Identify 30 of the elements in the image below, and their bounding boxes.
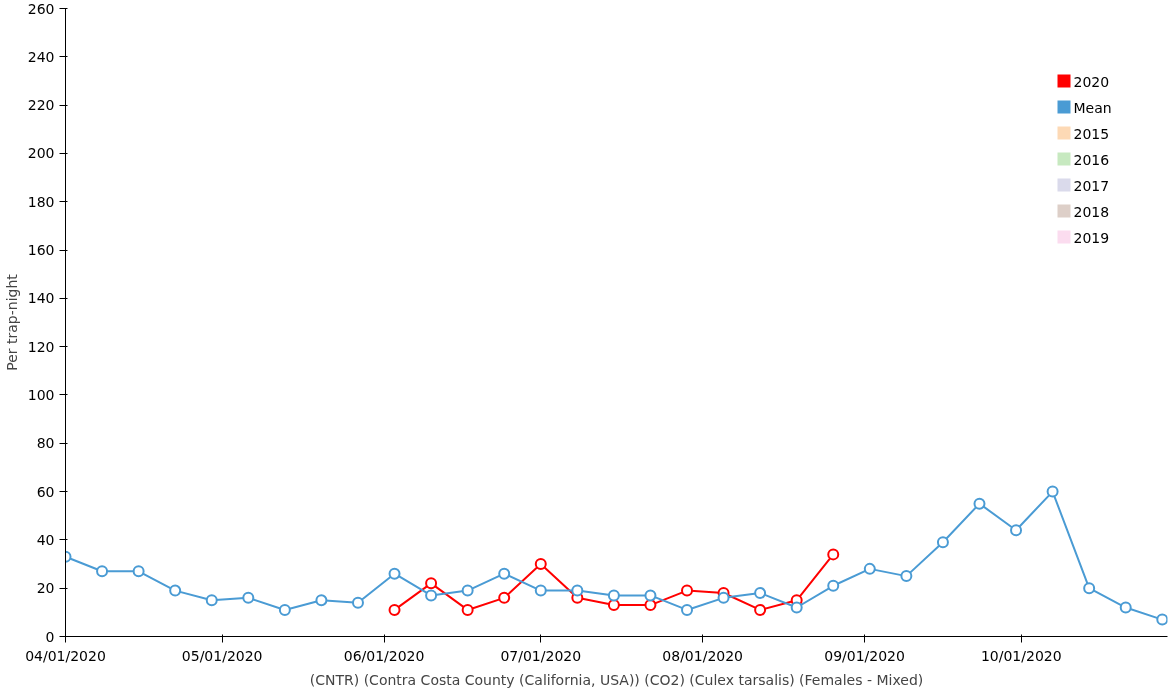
legend-label: 2019 (1073, 229, 1110, 246)
x-tick-label: 06/01/2020 (343, 647, 425, 664)
legend-label: 2016 (1073, 151, 1110, 168)
y-tick-label: 180 (27, 193, 55, 210)
legend-label: 2018 (1073, 203, 1110, 220)
y-tick-label: 80 (36, 435, 55, 452)
legend-label: 2017 (1073, 177, 1110, 194)
y-tick-label: 220 (27, 97, 55, 114)
y-tick-label: 260 (27, 0, 55, 17)
y-tick-label: 200 (27, 145, 55, 162)
x-tick-label: 07/01/2020 (500, 647, 582, 664)
x-axis-title: (CNTR) (Contra Costa County (California, USA)) (CO2) (Culex tarsalis) (Females - Mixed) (309, 671, 924, 688)
y-tick-label: 100 (27, 386, 55, 403)
y-axis-title: Per trap-night (3, 273, 20, 371)
y-tick-label: 240 (27, 48, 55, 65)
legend-label: 2020 (1073, 73, 1110, 90)
y-tick-label: 160 (27, 242, 55, 259)
y-tick-label: 20 (36, 580, 55, 597)
legend-label: 2015 (1073, 125, 1110, 142)
y-tick-label: 0 (45, 628, 55, 645)
x-tick-label: 09/01/2020 (824, 647, 905, 664)
y-tick-label: 140 (27, 290, 55, 307)
x-tick-label: 10/01/2020 (980, 647, 1062, 664)
y-tick-label: 60 (36, 483, 55, 500)
x-tick-label: 05/01/2020 (181, 647, 263, 664)
y-tick-label: 120 (27, 338, 55, 355)
legend-label: Mean (1073, 99, 1112, 116)
y-tick-label: 40 (36, 531, 55, 548)
x-tick-label: 08/01/2020 (662, 647, 744, 664)
x-tick-label: 04/01/2020 (25, 647, 106, 664)
